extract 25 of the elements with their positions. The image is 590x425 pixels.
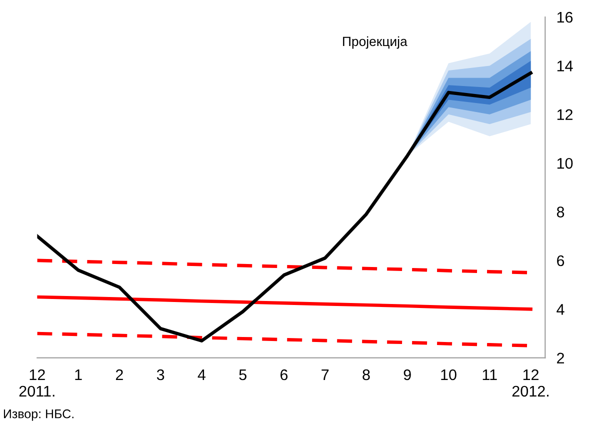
y-tick-label: 6 (557, 255, 564, 266)
x-tick-label: 3 (156, 369, 164, 380)
y-tick-label: 4 (556, 304, 564, 315)
x-tick-label: 9 (404, 369, 411, 380)
x-tick-label: 6 (280, 369, 288, 380)
y-tick-label: 8 (556, 206, 564, 218)
line-series (37, 295, 532, 311)
y-tick-label: 12 (557, 109, 572, 120)
annotation: Пројекција (343, 36, 408, 49)
x-tick-label: 11 (482, 370, 497, 380)
y-tick-label: 2 (557, 352, 564, 364)
x-tick-label: 10 (441, 369, 456, 380)
x-tick-label: 5 (239, 370, 246, 380)
text: Извор: НБС. (4, 409, 74, 421)
y-tick-label: 16 (557, 12, 573, 23)
y-tick-label: 10 (557, 158, 573, 169)
x-tick-label: 2 (116, 369, 123, 380)
line-series (37, 71, 532, 342)
y-tick-label: 14 (557, 60, 573, 72)
x-tick-label: 1 (75, 370, 82, 380)
x-tick-label: 12 2012. (512, 369, 548, 397)
x-tick-label: 4 (198, 370, 206, 380)
x-tick-label: 8 (362, 369, 370, 380)
x-tick-label: 12 2011. (19, 369, 54, 397)
x-tick-label: 7 (322, 370, 329, 380)
